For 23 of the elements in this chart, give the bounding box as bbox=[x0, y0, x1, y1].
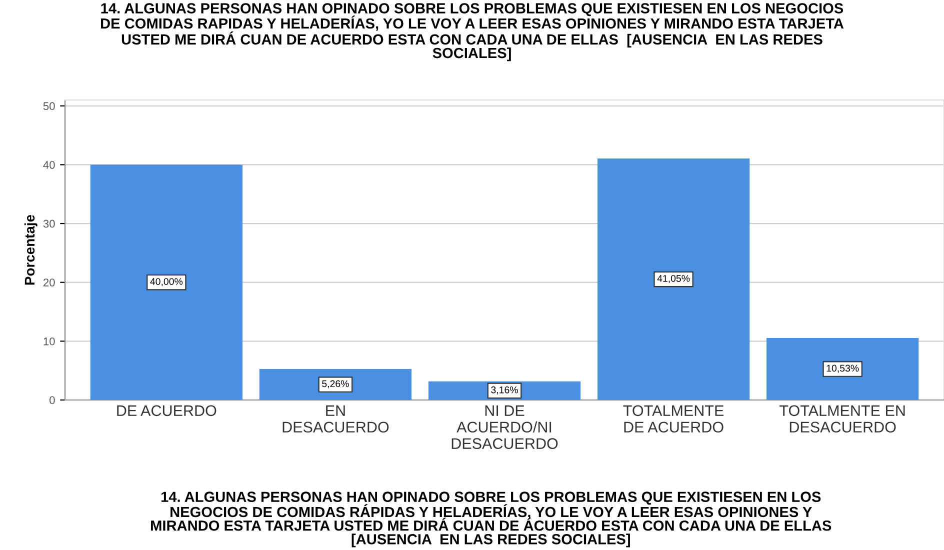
bar bbox=[597, 158, 750, 400]
y-tick-label: 10 bbox=[44, 337, 55, 346]
bar bbox=[766, 338, 919, 400]
x-axis-title: 14. ALGUNAS PERSONAS HAN OPINADO SOBRE LOS PROBLEMAS QUE EXISTIESEN EN LOS NEGOCIOS DE COMIDAS RÁPIDAS Y HELADERÍAS, YO LE VOY A LEER ESAS OPINIONES Y MIRANDO ESTA TARJETA USTED ME DIRÁ CUAN DE ÁCUERDO ESTA CON CADA UNA DE ELLAS [AUSENCIA EN LAS REDES SOCIALES] bbox=[151, 492, 832, 548]
bar bbox=[259, 369, 412, 400]
data-label: 3,16% bbox=[491, 386, 518, 394]
data-label: 10,53% bbox=[826, 364, 859, 373]
data-label: 5,26% bbox=[322, 380, 349, 388]
chart-title: 14. ALGUNAS PERSONAS HAN OPINADO SOBRE LOS PROBLEMAS QUE EXISTIESEN EN LOS NEGOCIOS DE COMIDAS RAPIDAS Y HELADERÍAS, YO LE VOY A LEER ESAS OPINIONES Y MIRANDO ESTA TARJETA USTED ME DIRÁ CUAN DE ACUERDO ESTA CON CADA UNA DE ELLAS [AUSENCIA EN LAS REDES SOCIALES] bbox=[101, 3, 844, 62]
y-axis-title: Porcentaje bbox=[24, 214, 38, 285]
x-tick-label: NI DE ACUERDO/NI DESACUERDO bbox=[452, 405, 558, 449]
y-tick-label: 50 bbox=[43, 102, 55, 110]
y-tick-label: 20 bbox=[43, 278, 55, 286]
y-tick-label: 30 bbox=[43, 220, 55, 228]
data-label: 40,00% bbox=[150, 278, 183, 286]
x-tick-label: TOTALMENTE EN DESACUERDO bbox=[780, 405, 905, 433]
x-tick-label: EN DESACUERDO bbox=[282, 405, 389, 433]
x-tick-label: DE ACUERDO bbox=[117, 405, 216, 416]
x-tick-label: TOTALMENTE DE ACUERDO bbox=[623, 405, 724, 433]
y-tick-label: 0 bbox=[50, 396, 55, 404]
y-tick-label: 40 bbox=[43, 160, 55, 169]
data-label: 41,05% bbox=[657, 274, 690, 284]
bar bbox=[90, 164, 242, 400]
